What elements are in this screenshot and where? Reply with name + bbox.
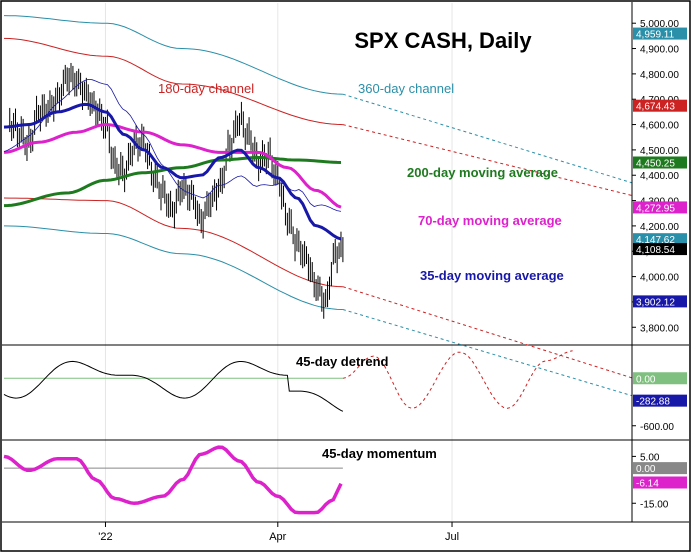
detrend-y-tick-label: -600.00 <box>640 422 674 433</box>
price-value-label: 4,674.43 <box>636 102 675 113</box>
label-200-day-ma: 200-day moving average <box>407 165 558 180</box>
price-y-tick-label: 3,800.00 <box>640 323 679 334</box>
35-day-moving-average-line <box>3 102 342 241</box>
detrend-value-badge <box>633 372 687 385</box>
price-y-tick-label: 4,200.00 <box>640 222 679 233</box>
price-value-badge <box>633 243 687 256</box>
x-tick-label: Jul <box>445 531 459 543</box>
360-day-channel-upper-projection <box>342 93 633 184</box>
momentum-y-tick-label: -15.00 <box>640 499 669 510</box>
price-value-label: 4,272.95 <box>636 203 675 214</box>
price-value-badge <box>633 99 687 112</box>
chart-title: SPX CASH, Daily <box>354 28 532 53</box>
price-value-badge <box>633 156 687 169</box>
momentum-value-badge <box>633 462 687 475</box>
180-day-channel-upper-projection <box>342 124 633 196</box>
detrend-value-label: -282.88 <box>636 397 670 408</box>
momentum-value-label: -6.14 <box>636 478 659 489</box>
price-value-label: 4,108.54 <box>636 245 675 256</box>
360-day-channel-lower-projection <box>342 309 633 397</box>
45-day-momentum-line <box>3 445 343 515</box>
180-day-channel-lower-projection <box>342 286 633 379</box>
360-day-channel-lower <box>3 225 343 310</box>
detrend-projection-line <box>342 350 573 409</box>
price-y-tick-label: 5,000.00 <box>640 19 679 30</box>
label-45-day-momentum: 45-day momentum <box>322 446 437 461</box>
price-y-tick-label: 4,000.00 <box>640 273 679 284</box>
price-value-label: 4,147.62 <box>636 235 675 246</box>
price-y-tick-label: 4,800.00 <box>640 70 679 81</box>
price-value-badge <box>633 201 687 214</box>
70-day-moving-average-line <box>3 123 342 209</box>
price-value-badge <box>633 295 687 308</box>
45-day-detrend-line <box>3 360 344 412</box>
x-tick-label: Apr <box>269 531 286 543</box>
price-y-tick-label: 4,400.00 <box>640 171 679 182</box>
momentum-value-label: 0.00 <box>636 464 656 475</box>
price-y-tick-label: 4,900.00 <box>640 45 679 56</box>
detrend-value-badge <box>633 394 687 407</box>
price-value-badge <box>633 233 687 246</box>
price-value-label: 4,959.11 <box>636 30 675 41</box>
price-value-label: 3,902.12 <box>636 297 675 308</box>
label-360-day-channel: 360-day channel <box>358 81 454 96</box>
35-day-envelope-upper <box>3 78 342 212</box>
180-day-channel-upper <box>3 37 343 126</box>
price-value-badge <box>633 27 687 40</box>
momentum-y-tick-label: 5.00 <box>640 452 660 463</box>
360-day-channel-upper <box>3 15 343 95</box>
price-y-tick-label: 4,600.00 <box>640 121 679 132</box>
label-45-day-detrend: 45-day detrend <box>296 354 389 369</box>
price-y-tick-label: 4,500.00 <box>640 146 679 157</box>
180-day-channel-lower <box>3 197 343 288</box>
momentum-value-badge <box>633 476 687 489</box>
label-35-day-ma: 35-day moving average <box>420 268 564 283</box>
label-180-day-channel: 180-day channel <box>158 81 254 96</box>
200-day-moving-average-line <box>3 156 342 208</box>
x-tick-label: '22 <box>98 531 112 543</box>
price-value-label: 4,450.25 <box>636 159 675 170</box>
label-70-day-ma: 70-day moving average <box>418 213 562 228</box>
detrend-value-label: 0.00 <box>636 374 656 385</box>
